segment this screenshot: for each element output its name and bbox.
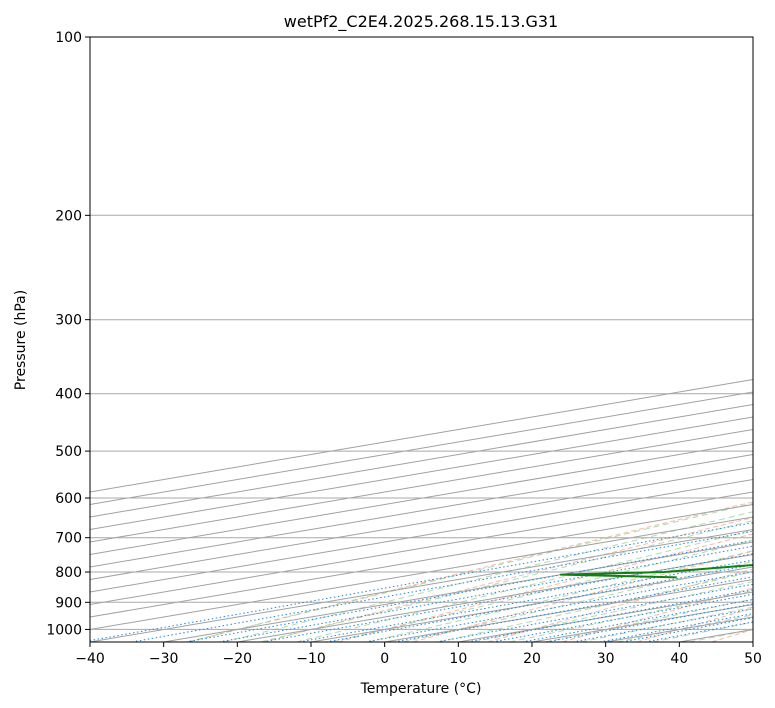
- moist-adiabat: [187, 502, 753, 642]
- x-tick-label: −30: [149, 651, 179, 667]
- y-tick-label: 100: [55, 30, 82, 46]
- mixing-ratio-line: [394, 576, 753, 642]
- moist-adiabat: [296, 529, 753, 642]
- isotherm-line: [90, 416, 753, 531]
- isotherm-line: [90, 428, 753, 543]
- moist-adiabat: [652, 621, 753, 642]
- dry-adiabat: [711, 628, 753, 642]
- mixing-ratio-line: [572, 608, 753, 642]
- mixing-ratio-line: [299, 559, 753, 642]
- moist-adiabat: [403, 560, 753, 642]
- dewpoint-profile: [559, 564, 753, 579]
- x-axis-label: Temperature (°C): [360, 681, 482, 697]
- mixing-ratio-line: [492, 593, 753, 642]
- x-tick-label: 10: [449, 651, 467, 667]
- isotherm-line: [90, 391, 753, 506]
- isotherm-line: [90, 516, 753, 631]
- mixing-ratio-line: [522, 599, 753, 642]
- mixing-ratio-line: [467, 589, 753, 642]
- x-tick-label: −20: [223, 651, 253, 667]
- x-tick-label: 20: [523, 651, 541, 667]
- isotherm-line: [90, 378, 753, 493]
- isotherm-line: [384, 578, 753, 642]
- moist-adiabat: [438, 571, 753, 642]
- profile-series: [559, 564, 753, 579]
- moist-adiabat: [509, 590, 753, 642]
- y-tick-label: 700: [55, 531, 82, 547]
- isotherm-line: [90, 466, 753, 581]
- dry-adiabat: [412, 550, 753, 642]
- mixing-ratio-line: [546, 603, 753, 642]
- x-tick-label: −40: [75, 651, 105, 667]
- plot-frame: [89, 36, 754, 643]
- y-tick-label: 200: [55, 208, 82, 224]
- x-tick-label: 0: [380, 651, 389, 667]
- mixing-ratio-line: [131, 530, 753, 642]
- y-tick-label: 900: [55, 595, 82, 611]
- isotherm-line: [90, 403, 753, 518]
- y-tick-label: 1000: [46, 622, 82, 638]
- chart-title: wetPf2_C2E4.2025.268.15.13.G31: [284, 12, 558, 32]
- y-tick-label: 500: [55, 444, 82, 460]
- background-lines: [90, 37, 753, 642]
- y-axis-label: Pressure (hPa): [13, 290, 29, 390]
- moist-adiabat: [223, 511, 753, 642]
- mixing-ratio-line: [90, 522, 753, 642]
- moist-adiabat: [332, 539, 753, 642]
- y-tick-label: 300: [55, 313, 82, 329]
- x-axis: −40 −30 −20 −10 0 10 20 30 40 50: [75, 642, 762, 667]
- mixing-ratio-line: [436, 583, 753, 642]
- y-tick-label: 600: [55, 491, 82, 507]
- x-tick-label: 30: [597, 651, 615, 667]
- isotherm-line: [90, 441, 753, 556]
- x-tick-label: −10: [296, 651, 326, 667]
- moist-adiabat: [689, 628, 753, 642]
- isotherm-line: [90, 453, 753, 568]
- isotherm-line: [90, 491, 753, 606]
- mixing-ratio-line: [185, 539, 753, 642]
- dry-adiabat: [636, 607, 753, 642]
- moist-adiabat: [260, 520, 753, 642]
- dry-adiabat: [487, 568, 753, 642]
- y-tick-label: 400: [55, 387, 82, 403]
- moist-adiabat: [367, 550, 753, 642]
- isotherm-line: [90, 478, 753, 593]
- isotherm-line: [90, 503, 753, 618]
- isotherm-line: [531, 603, 753, 642]
- moist-adiabat: [544, 598, 753, 642]
- x-tick-label: 40: [670, 651, 688, 667]
- isotherm-line: [752, 641, 753, 642]
- x-tick-label: 50: [744, 651, 762, 667]
- y-axis: 100 200 300 400 500 600 700 800 900 1000: [46, 30, 90, 638]
- isotherm-line: [90, 528, 753, 642]
- moist-adiabat: [580, 606, 753, 642]
- isotherm-line: [310, 566, 753, 642]
- y-tick-label: 800: [55, 565, 82, 581]
- dry-adiabat: [188, 501, 753, 642]
